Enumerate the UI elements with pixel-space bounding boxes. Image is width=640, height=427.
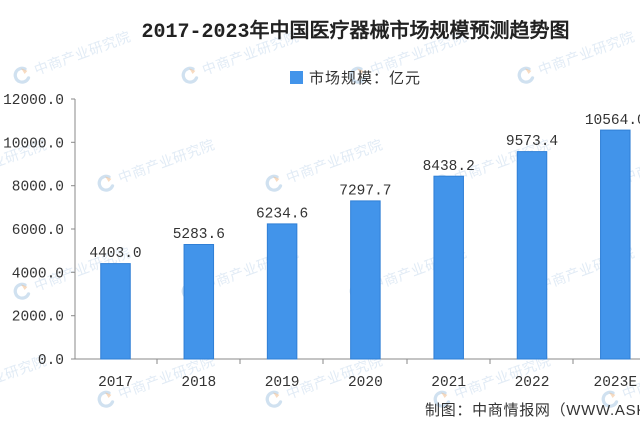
svg-text:2019: 2019 [265, 375, 300, 391]
svg-text:0.0: 0.0 [38, 353, 64, 369]
svg-text:5283.6: 5283.6 [173, 227, 225, 243]
svg-text:6000.0: 6000.0 [12, 223, 64, 239]
svg-text:2020: 2020 [348, 375, 383, 391]
svg-text:2017: 2017 [98, 375, 133, 391]
svg-text:4403.0: 4403.0 [89, 246, 141, 262]
svg-text:9573.4: 9573.4 [506, 134, 558, 150]
svg-text:12000.0: 12000.0 [3, 93, 64, 109]
svg-text:2000.0: 2000.0 [12, 310, 64, 326]
svg-text:4000.0: 4000.0 [12, 266, 64, 282]
svg-text:6234.6: 6234.6 [256, 207, 308, 223]
svg-text:2023E: 2023E [594, 375, 638, 391]
svg-text:10564.0: 10564.0 [585, 113, 640, 129]
svg-text:8000.0: 8000.0 [12, 180, 64, 196]
svg-text:2022: 2022 [515, 375, 550, 391]
svg-text:2021: 2021 [431, 375, 466, 391]
svg-text:7297.7: 7297.7 [339, 184, 391, 200]
svg-text:10000.0: 10000.0 [3, 136, 64, 152]
svg-text:2018: 2018 [181, 375, 216, 391]
svg-text:8438.2: 8438.2 [423, 159, 475, 175]
